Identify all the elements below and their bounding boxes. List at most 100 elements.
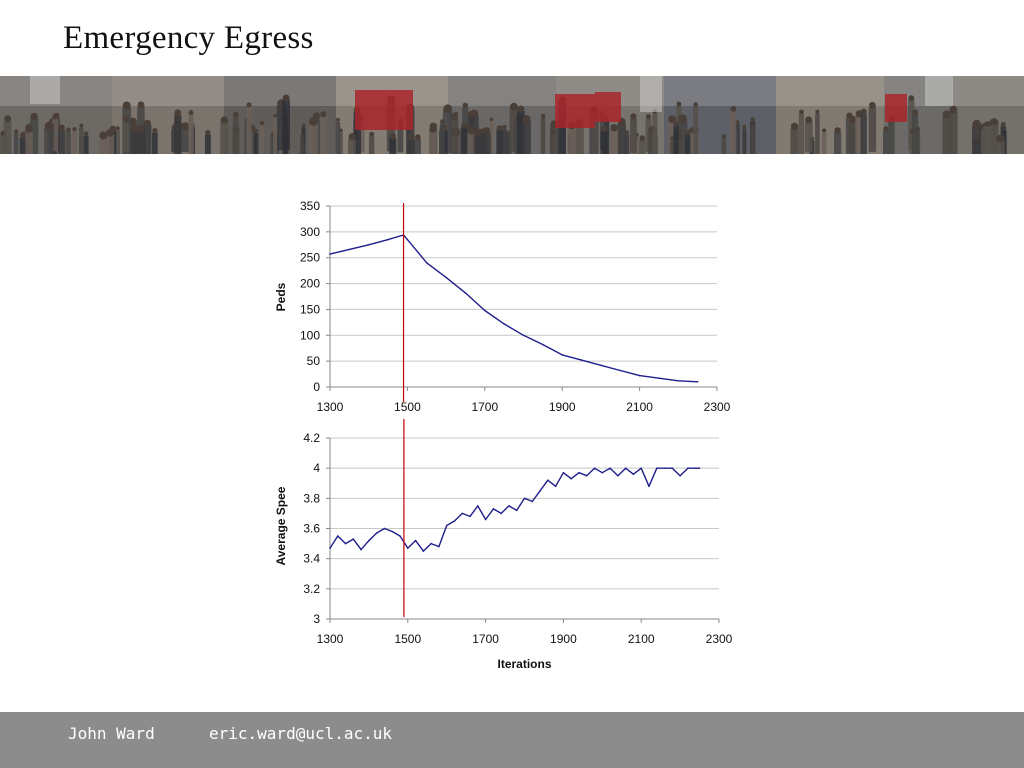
- banner-figure: [406, 109, 415, 154]
- banner-figure: [58, 129, 66, 154]
- banner-figure: [624, 134, 630, 154]
- banner-figure: [467, 132, 477, 154]
- banner-figure: [25, 131, 33, 154]
- banner-figure-head: [742, 124, 747, 129]
- banner-figure: [65, 131, 71, 154]
- data-point: [360, 548, 362, 551]
- banner-figure-head: [300, 134, 305, 139]
- banner-figure-head: [991, 120, 997, 125]
- data-point: [522, 334, 525, 337]
- data-point: [426, 262, 428, 264]
- banner-sky: [112, 76, 224, 106]
- banner-figure-head: [25, 125, 33, 133]
- banner-figure: [429, 131, 437, 154]
- data-point: [624, 467, 627, 470]
- banner-figure: [509, 108, 519, 152]
- data-point: [601, 471, 604, 474]
- banner-bus: [595, 92, 621, 122]
- banner-figure-head: [174, 109, 182, 117]
- banner-figure: [52, 118, 59, 152]
- banner-figure: [115, 130, 120, 154]
- banner-figure-head: [180, 122, 190, 131]
- x-tick-label: 1500: [394, 400, 421, 414]
- data-point: [531, 500, 534, 503]
- banner-figure: [489, 121, 494, 154]
- banner-figure-head: [883, 126, 889, 132]
- banner-sky: [448, 76, 556, 106]
- data-point: [469, 515, 471, 518]
- data-point: [492, 508, 495, 510]
- banner-figure: [348, 138, 357, 154]
- banner-figure: [798, 113, 804, 154]
- banner-figure: [482, 132, 491, 154]
- banner-figure-head: [220, 116, 229, 124]
- banner-figure: [908, 100, 915, 151]
- banner-figure-head: [65, 127, 71, 133]
- banner-figure-head: [639, 135, 646, 141]
- banner-figure: [652, 113, 658, 154]
- banner-figure-head: [502, 124, 507, 129]
- y-tick-label: 50: [307, 354, 321, 368]
- x-tick-label: 2100: [626, 400, 653, 414]
- banner-figure-head: [942, 110, 951, 119]
- banner-figure: [308, 123, 319, 154]
- y-axis-label: Peds: [274, 282, 288, 311]
- data-point: [640, 467, 642, 470]
- banner-sky: [776, 76, 884, 106]
- banner-figure: [335, 121, 341, 154]
- banner-figure: [868, 107, 877, 152]
- banner-figure: [912, 114, 919, 154]
- banner-figure-head: [912, 109, 918, 115]
- banner-figure-head: [522, 115, 531, 123]
- footer-email: eric.ward@ucl.ac.uk: [209, 724, 393, 743]
- data-point: [578, 471, 580, 474]
- banner-sky: [952, 76, 1024, 106]
- banner-figure-head: [440, 119, 445, 124]
- banner-figure: [734, 124, 740, 154]
- banner-figure-head: [205, 129, 211, 136]
- x-tick-label: 2300: [704, 400, 731, 414]
- banner-figure-head: [83, 131, 89, 136]
- banner-figure: [13, 133, 19, 154]
- x-tick-label: 1300: [317, 400, 344, 414]
- banner-figure-head: [610, 124, 618, 132]
- x-axis-label: Iterations: [497, 657, 551, 671]
- banner-figure: [949, 111, 958, 154]
- banner-figure-head: [137, 125, 146, 133]
- banner-figure: [804, 122, 813, 153]
- banner-figure-head: [13, 129, 19, 134]
- banner-figure-head: [625, 130, 630, 135]
- banner-figure: [19, 137, 28, 154]
- data-point: [561, 354, 563, 356]
- data-point: [694, 467, 697, 470]
- banner-figure-head: [4, 115, 12, 123]
- banner-building: [925, 76, 953, 106]
- banner-figure: [338, 132, 343, 154]
- banner-figure-head: [996, 134, 1005, 143]
- data-point: [677, 380, 680, 382]
- banner-figure: [453, 116, 458, 154]
- banner-figure-head: [834, 127, 841, 134]
- banner-building: [30, 76, 60, 104]
- banner-figure-head: [122, 101, 131, 110]
- banner-figure-head: [99, 131, 108, 140]
- banner-figure-head: [869, 101, 876, 109]
- banner-figure: [3, 120, 12, 154]
- data-point: [391, 530, 394, 533]
- banner-figure-head: [58, 124, 65, 131]
- banner-figure: [600, 130, 608, 154]
- y-tick-label: 250: [300, 251, 320, 265]
- x-tick-label: 1900: [550, 632, 577, 646]
- banner-figure-head: [668, 115, 677, 124]
- banner-figure: [815, 113, 820, 154]
- data-point: [344, 542, 347, 545]
- data-point: [593, 467, 596, 470]
- y-tick-label: 3: [313, 612, 320, 626]
- banner-figure: [319, 116, 327, 154]
- banner-figure: [883, 130, 889, 154]
- banner-figure-head: [443, 104, 453, 114]
- banner-figure-head: [152, 128, 158, 134]
- banner-figure-head: [79, 123, 84, 128]
- data-point: [663, 467, 666, 470]
- banner-figure-head: [408, 133, 415, 141]
